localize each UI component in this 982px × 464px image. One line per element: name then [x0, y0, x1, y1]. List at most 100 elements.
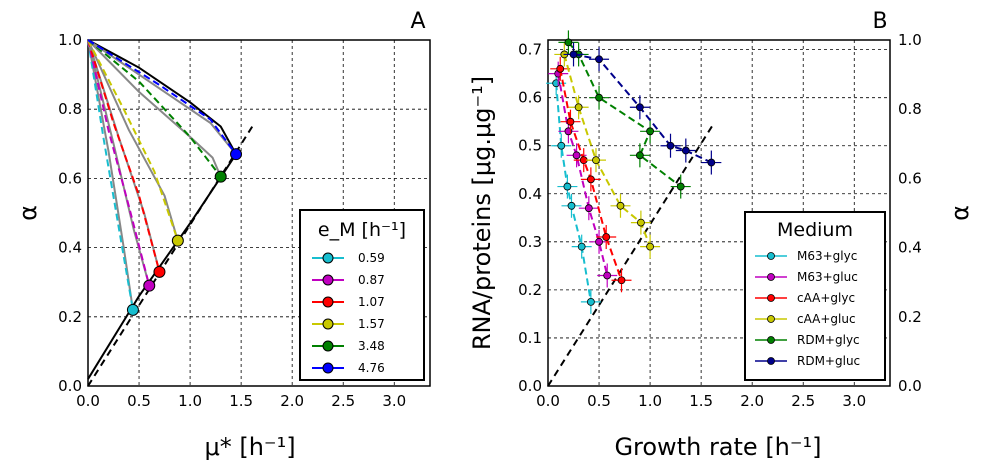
data-point — [577, 242, 586, 251]
legend-marker — [322, 274, 334, 286]
legend-marker — [767, 273, 775, 281]
data-point — [637, 218, 645, 227]
reference-line — [547, 123, 715, 387]
x-tick-label: 2.0 — [740, 392, 764, 410]
data-point — [592, 156, 600, 165]
plot-frame — [547, 39, 891, 387]
x-tick-label: 0.5 — [127, 392, 151, 410]
legend-marker — [767, 357, 775, 365]
y-tick-label: 1.0 — [58, 31, 82, 49]
legend-marker — [767, 336, 775, 344]
legend-label: 1.57 — [358, 317, 385, 331]
data-point — [574, 103, 583, 112]
legend-title: e_M [h⁻¹] — [318, 219, 406, 241]
data-point — [595, 55, 603, 64]
series-trend-line — [563, 54, 652, 247]
legend-label: RDM+glyc — [797, 333, 860, 347]
y-right-tick-label: 0.4 — [898, 239, 922, 257]
y-tick-label: 0.4 — [518, 185, 542, 203]
y-tick-label: 0.2 — [518, 281, 542, 299]
y-tick-label: 0.6 — [518, 89, 542, 107]
series-dashed-curve — [87, 39, 151, 286]
data-point — [595, 93, 603, 102]
y-axis-label: α — [14, 205, 42, 221]
panel-label: A — [410, 9, 425, 34]
y-tick-label: 0.5 — [518, 137, 542, 155]
legend-marker — [767, 294, 775, 302]
y-tick-label: 0.1 — [518, 329, 542, 347]
legend-label: RDM+gluc — [797, 354, 860, 368]
legend-marker — [767, 315, 775, 323]
legend-marker — [767, 252, 775, 260]
data-point — [666, 141, 675, 150]
data-point — [676, 182, 685, 191]
series-point — [214, 170, 227, 183]
data-point — [586, 298, 595, 306]
y-tick-label: 0.0 — [518, 377, 542, 395]
data-point — [564, 38, 573, 47]
y-right-tick-label: 0.8 — [898, 100, 922, 118]
panel-label: B — [872, 9, 887, 34]
x-tick-label: 2.5 — [791, 392, 815, 410]
data-point — [646, 127, 654, 136]
series-trend-line — [559, 68, 623, 281]
data-point — [563, 182, 572, 191]
y-right-tick-label: 0.2 — [898, 308, 922, 326]
data-point — [567, 201, 576, 210]
legend-marker — [322, 252, 334, 264]
x-tick-label: 0.0 — [536, 392, 560, 410]
x-tick-label: 2.0 — [280, 392, 304, 410]
legend-label: 1.07 — [358, 295, 385, 309]
legend-title: Medium — [777, 219, 853, 241]
legend-label: 4.76 — [358, 361, 385, 375]
data-point — [635, 151, 644, 160]
series-point — [171, 234, 184, 247]
x-tick-label: 1.5 — [689, 392, 713, 410]
y-right-tick-label: 0.0 — [898, 377, 922, 395]
series-dashed-curve — [87, 39, 134, 311]
data-point — [603, 271, 612, 280]
legend-label: 3.48 — [358, 339, 385, 353]
panel-b: 0.0 0.5 1.0 1.5 2.0 2.5 3.0 0.0 0.1 0.2 0.3 0.4 0.5 0… — [468, 9, 974, 461]
legend-marker — [322, 362, 334, 374]
y-tick-label: 0.0 — [58, 377, 82, 395]
data-point — [566, 117, 575, 126]
y-right-tick-label: 0.6 — [898, 169, 922, 187]
data-point — [681, 146, 690, 155]
series-dashed-curve — [87, 39, 237, 155]
series-dashed-curve — [87, 39, 179, 242]
legend-label: cAA+glyc — [797, 291, 855, 305]
series-point — [230, 148, 243, 161]
panel-a: 0.0 0.5 1.0 1.5 2.0 2.5 3.0 0.0 0.2 0.4 0.6 0.8 1.0 A… — [14, 9, 431, 461]
series-gray-curve — [87, 39, 179, 241]
series-trend-line — [573, 53, 712, 164]
y-axis-label: RNA/proteins [μg.μg⁻¹] — [468, 76, 496, 350]
legend-label: 0.87 — [358, 273, 385, 287]
x-tick-label: 0.5 — [587, 392, 611, 410]
x-tick-label: 1.5 — [229, 392, 253, 410]
data-point — [616, 201, 625, 210]
y-tick-label: 0.4 — [58, 239, 82, 257]
legend-marker — [322, 296, 334, 308]
data-point — [646, 242, 654, 251]
legend-marker — [322, 340, 334, 352]
series-point — [153, 265, 166, 278]
legend-box — [299, 209, 425, 381]
y-right-tick-label: 1.0 — [898, 31, 922, 49]
y-tick-label: 0.2 — [58, 308, 82, 326]
y-tick-label: 0.8 — [58, 100, 82, 118]
x-tick-label: 2.5 — [331, 392, 355, 410]
data-point — [556, 64, 565, 73]
legend-label: M63+glyc — [797, 249, 857, 263]
data-point — [617, 276, 626, 285]
y-tick-label: 0.7 — [518, 41, 542, 59]
series-dashed-curve — [87, 39, 161, 273]
series-dashed-curve — [87, 39, 222, 178]
legend-label: cAA+gluc — [797, 312, 856, 326]
data-point — [572, 151, 581, 160]
data-point — [557, 141, 566, 150]
x-tick-label: 1.0 — [178, 392, 202, 410]
series-point — [143, 279, 156, 292]
legend-label: 0.59 — [358, 251, 385, 265]
